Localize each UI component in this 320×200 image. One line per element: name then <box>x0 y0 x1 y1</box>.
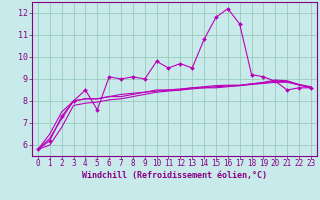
X-axis label: Windchill (Refroidissement éolien,°C): Windchill (Refroidissement éolien,°C) <box>82 171 267 180</box>
